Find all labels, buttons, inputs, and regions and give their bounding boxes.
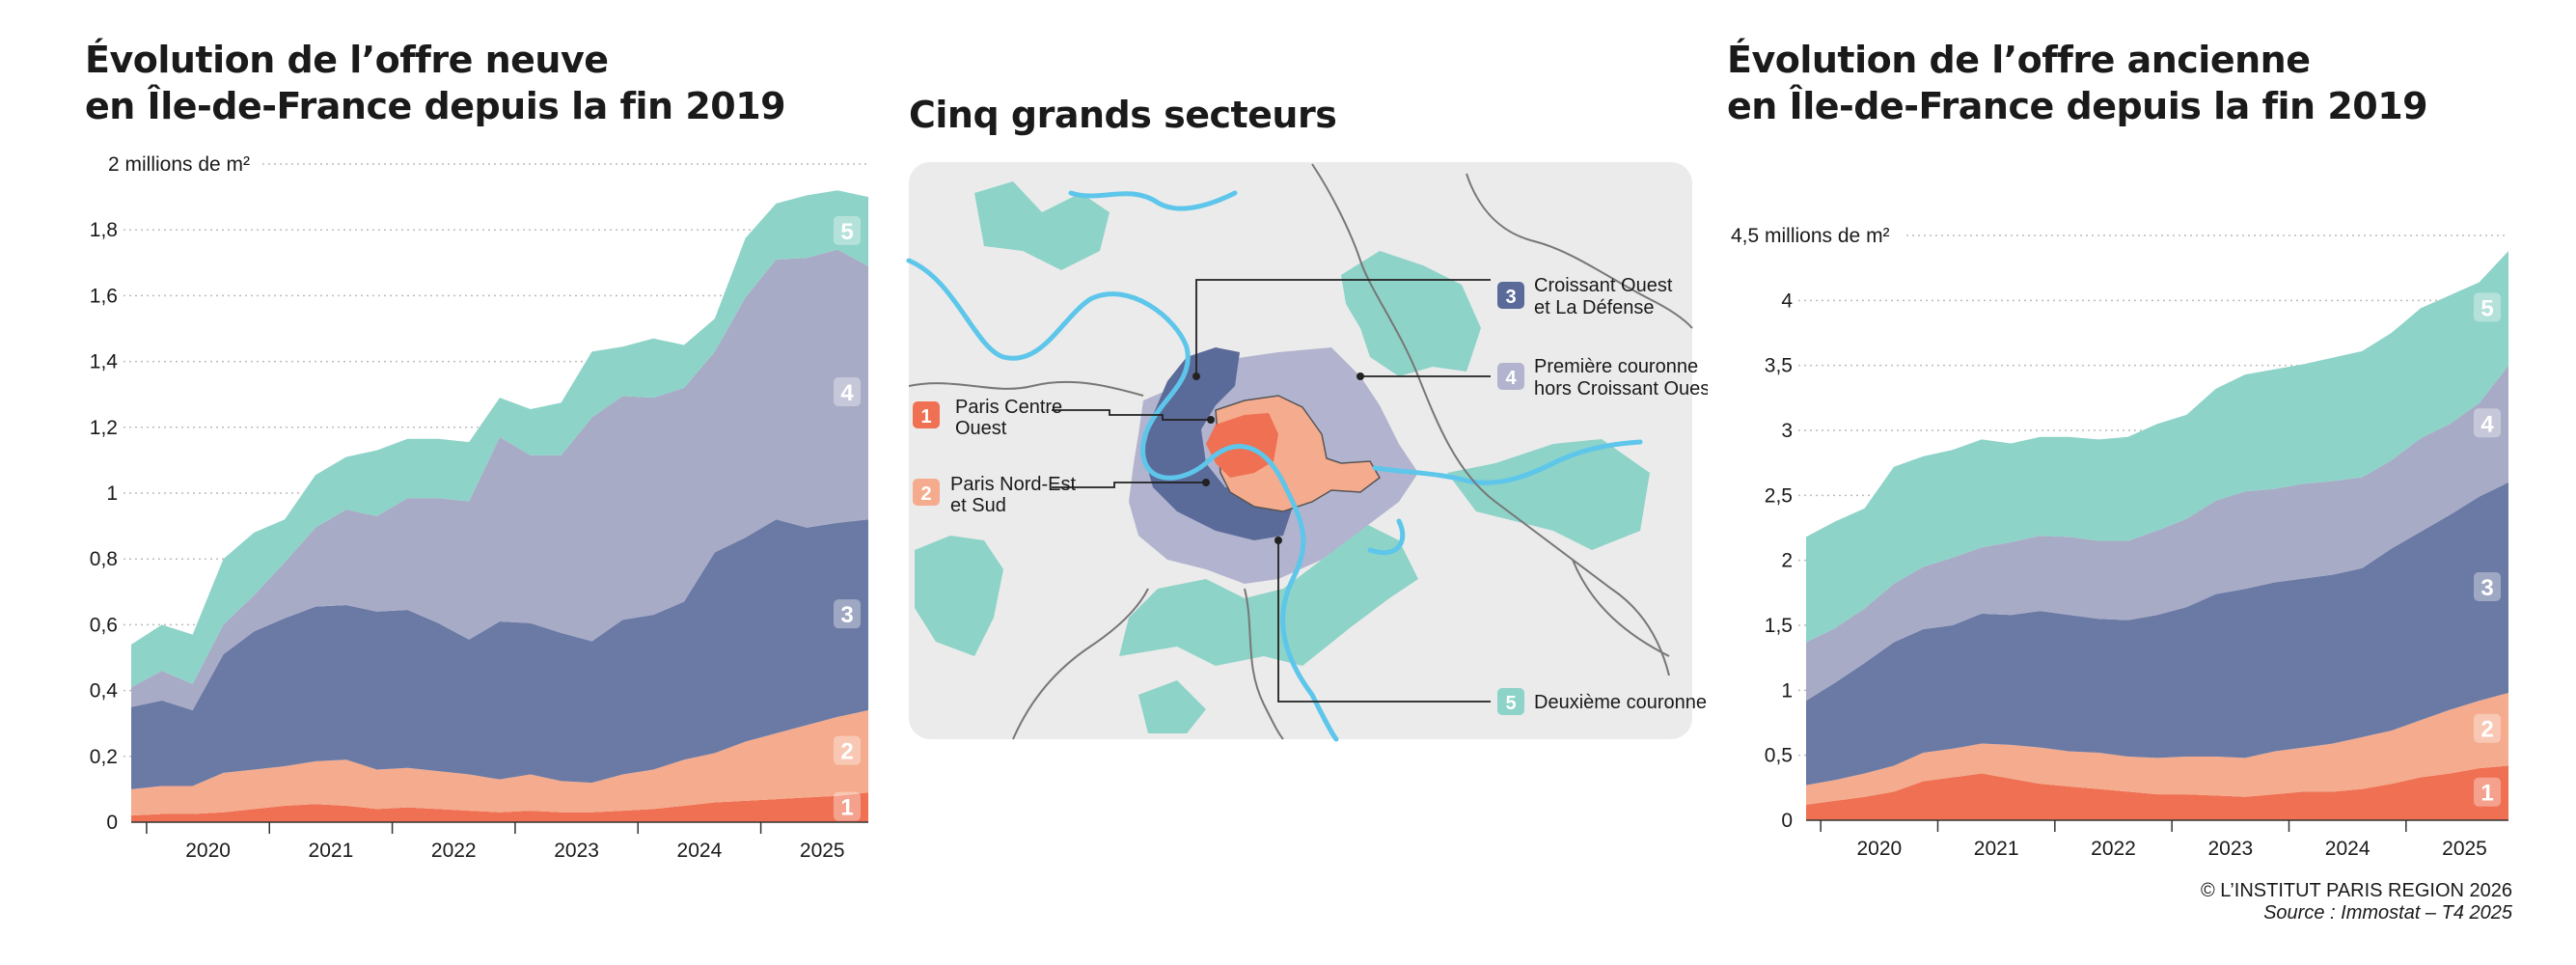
legend-sector-5: 5 Deuxième couronne	[1497, 688, 1707, 715]
legend-sector-1: 1 Paris Centre Ouest	[913, 397, 1062, 439]
area-series-3	[131, 519, 868, 789]
new-supply-area-chart: 0 0,2 0,4 0,6 0,8 1 1,2 1,4 1,6 1,8 2 millions de …	[90, 153, 868, 862]
y-tick-label: 0	[1781, 810, 1793, 832]
x-tick-label: 2022	[431, 840, 477, 862]
right-title-line2: en Île-de-France depuis la fin 2019	[1727, 85, 2428, 127]
y-tick-label: 1	[106, 482, 118, 505]
svg-text:4: 4	[1505, 368, 1517, 389]
series-label-1: 1	[840, 795, 853, 821]
series-badge-3	[2474, 571, 2501, 601]
x-tick-label: 2024	[677, 840, 723, 862]
series-label-1: 1	[2480, 781, 2493, 807]
series-label-2: 2	[840, 739, 853, 765]
series-badge-3	[834, 599, 861, 629]
x-tick-label: 2023	[554, 840, 599, 862]
series-label-4: 4	[2480, 411, 2494, 437]
legend-sector-2: 2 Paris Nord-Est et Sud	[913, 474, 1076, 516]
series-label-4: 4	[840, 380, 854, 406]
svg-text:2: 2	[920, 483, 931, 505]
area-series-4	[131, 249, 868, 711]
svg-text:Deuxième couronne: Deuxième couronne	[1534, 692, 1707, 713]
x-tick-label: 2021	[1974, 838, 2019, 860]
svg-text:Ouest: Ouest	[955, 418, 1007, 439]
area-series-2	[131, 710, 868, 816]
svg-text:3: 3	[1505, 287, 1516, 308]
svg-text:Paris Nord-Est: Paris Nord-Est	[950, 474, 1076, 495]
sector-5-deuxieme-couronne	[915, 181, 1650, 733]
credit-line2: Source : Immostat – T4 2025	[2263, 902, 2512, 924]
svg-text:et La Défense: et La Défense	[1534, 297, 1655, 318]
series-badge-1	[2474, 777, 2501, 807]
y-tick-label: 2	[1781, 550, 1793, 572]
y-tick-label: 3,5	[1765, 355, 1793, 377]
x-tick-label: 2022	[2091, 838, 2136, 860]
legend-sector-3: 3 Croissant Ouest et La Défense	[1497, 275, 1673, 318]
area-series-1	[1806, 765, 2508, 820]
unit-label: 4,5 millions de m²	[1731, 225, 1890, 247]
area-series-5	[131, 190, 868, 688]
svg-text:Paris Centre: Paris Centre	[955, 397, 1062, 418]
series-badge-5	[2474, 292, 2501, 322]
y-tick-label: 1,8	[90, 219, 118, 241]
series-label-2: 2	[2480, 717, 2493, 743]
svg-text:hors Croissant Ouest: hors Croissant Ouest	[1534, 378, 1708, 400]
x-tick-label: 2025	[800, 840, 845, 862]
svg-text:5: 5	[1505, 693, 1516, 714]
x-tick-label: 2023	[2207, 838, 2253, 860]
svg-text:Première couronne: Première couronne	[1534, 356, 1698, 377]
y-tick-label: 1,5	[1765, 615, 1793, 637]
y-tick-label: 0,8	[90, 548, 118, 570]
series-badge-4	[834, 376, 861, 406]
y-tick-label: 0,4	[90, 680, 119, 703]
credit: © L’INSTITUT PARIS REGION 2026 Source : …	[2201, 880, 2512, 924]
y-tick-label: 1,4	[90, 351, 119, 373]
area-series-1	[131, 792, 868, 822]
y-tick-label: 1,6	[90, 285, 118, 307]
left-title-line1: Évolution de l’offre neuve	[85, 39, 609, 81]
sector-map: 1 Paris Centre Ouest 2 Paris Nord-Est et…	[906, 162, 1708, 742]
x-tick-label: 2021	[309, 840, 354, 862]
leader-lines	[1052, 279, 1491, 703]
right-chart-title: Évolution de l’offre ancienne en Île-de-…	[1727, 37, 2428, 129]
series-label-3: 3	[2480, 575, 2493, 601]
left-title-line2: en Île-de-France depuis la fin 2019	[85, 85, 786, 127]
svg-text:1: 1	[920, 406, 931, 427]
left-chart-title: Évolution de l’offre neuve en Île-de-Fra…	[85, 37, 786, 129]
department-borders	[908, 163, 1693, 740]
x-tick-label: 2025	[2442, 838, 2487, 860]
y-tick-label: 0,5	[1765, 745, 1793, 767]
series-badge-2	[834, 735, 861, 765]
seine-river	[906, 190, 1643, 742]
series-label-5: 5	[840, 219, 853, 245]
old-supply-area-chart: 0 0,5 1 1,5 2 2,5 3 3,5 4 4,5 millions de m² 1 2 3 4 5…	[1731, 225, 2508, 860]
y-tick-label: 0,6	[90, 614, 118, 636]
right-title-line1: Évolution de l’offre ancienne	[1727, 39, 2311, 81]
series-badge-1	[834, 791, 861, 821]
x-tick-label: 2020	[1856, 838, 1902, 860]
unit-label: 2 millions de m²	[108, 153, 250, 176]
area-series-5	[1806, 251, 2508, 643]
area-series-4	[1806, 365, 2508, 702]
series-badge-5	[834, 215, 861, 245]
y-tick-label: 4	[1781, 290, 1793, 312]
legend-sector-4: 4 Première couronne hors Croissant Ouest	[1497, 356, 1708, 400]
y-tick-label: 1,2	[90, 417, 118, 439]
y-tick-label: 0,2	[90, 746, 118, 768]
x-tick-label: 2020	[185, 840, 231, 862]
series-badge-2	[2474, 713, 2501, 743]
y-tick-label: 3	[1781, 420, 1793, 442]
y-tick-label: 2,5	[1765, 484, 1793, 507]
credit-line1: © L’INSTITUT PARIS REGION 2026	[2201, 880, 2512, 901]
series-label-5: 5	[2480, 295, 2493, 321]
area-series-2	[1806, 693, 2508, 805]
x-tick-label: 2024	[2325, 838, 2370, 860]
series-label-3: 3	[840, 602, 853, 628]
area-series-3	[1806, 482, 2508, 786]
svg-text:et Sud: et Sud	[950, 495, 1006, 516]
svg-text:Croissant Ouest: Croissant Ouest	[1534, 275, 1673, 296]
series-badge-4	[2474, 408, 2501, 438]
y-tick-label: 0	[106, 812, 118, 834]
y-tick-label: 1	[1781, 679, 1793, 702]
map-title: Cinq grands secteurs	[909, 94, 1337, 136]
